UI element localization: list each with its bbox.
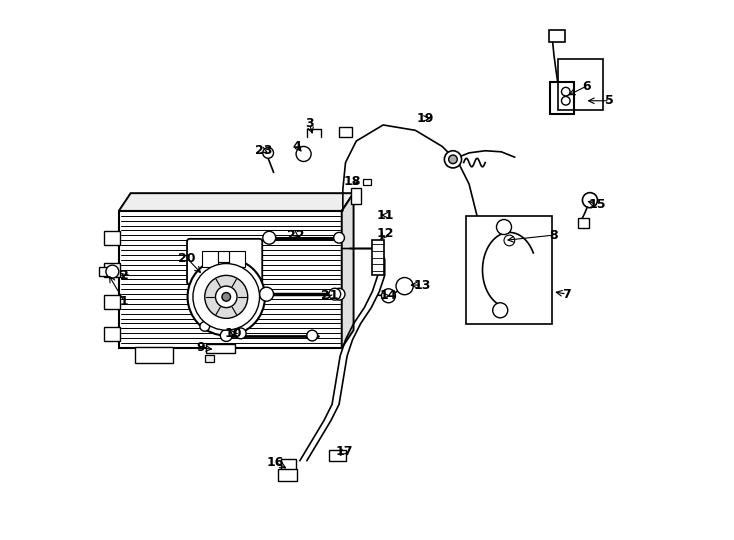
Circle shape <box>106 265 119 278</box>
Circle shape <box>263 231 276 244</box>
Text: 23: 23 <box>255 144 272 157</box>
Circle shape <box>220 329 232 341</box>
Text: 9: 9 <box>196 341 205 354</box>
Polygon shape <box>119 193 354 211</box>
Bar <box>278 469 297 481</box>
Text: 17: 17 <box>335 445 352 458</box>
Bar <box>103 263 120 277</box>
Text: 21: 21 <box>321 289 338 302</box>
Circle shape <box>562 97 570 105</box>
Bar <box>351 188 360 204</box>
Circle shape <box>205 275 248 319</box>
Bar <box>330 450 346 461</box>
Circle shape <box>329 288 341 300</box>
Circle shape <box>582 193 597 208</box>
Circle shape <box>263 147 274 158</box>
Bar <box>578 218 589 228</box>
Text: 19: 19 <box>416 112 434 125</box>
Text: 8: 8 <box>550 228 559 241</box>
Bar <box>100 267 112 276</box>
Circle shape <box>448 155 457 164</box>
Bar <box>363 179 371 185</box>
FancyBboxPatch shape <box>187 239 262 285</box>
Circle shape <box>444 151 462 168</box>
Bar <box>558 59 603 110</box>
Circle shape <box>222 293 230 301</box>
Text: 22: 22 <box>287 228 305 241</box>
Circle shape <box>236 328 246 339</box>
Bar <box>206 343 236 353</box>
Bar <box>339 127 352 137</box>
Bar <box>202 251 218 267</box>
Circle shape <box>307 330 318 341</box>
Text: 5: 5 <box>606 94 614 107</box>
Circle shape <box>504 235 515 246</box>
Text: 6: 6 <box>582 80 590 93</box>
Circle shape <box>562 87 570 96</box>
Text: 16: 16 <box>267 456 284 469</box>
Circle shape <box>188 258 265 335</box>
Bar <box>548 30 564 42</box>
Text: 20: 20 <box>178 252 196 265</box>
Bar <box>103 327 120 341</box>
Text: 12: 12 <box>377 227 395 240</box>
Bar <box>103 231 120 245</box>
Bar <box>229 251 245 267</box>
Bar <box>281 459 296 470</box>
Bar <box>135 347 172 363</box>
Circle shape <box>193 264 260 330</box>
Circle shape <box>333 288 345 300</box>
Text: 7: 7 <box>562 288 571 301</box>
Circle shape <box>200 322 210 331</box>
Bar <box>205 355 214 362</box>
Circle shape <box>493 303 508 318</box>
Circle shape <box>216 286 237 308</box>
Bar <box>103 295 120 309</box>
Text: 4: 4 <box>293 140 302 153</box>
Circle shape <box>296 146 311 161</box>
Circle shape <box>496 219 512 234</box>
Text: 11: 11 <box>377 208 395 222</box>
Text: 10: 10 <box>225 327 242 340</box>
Bar <box>218 251 229 262</box>
Text: 18: 18 <box>344 175 361 188</box>
Circle shape <box>260 287 274 301</box>
Text: 13: 13 <box>413 279 430 292</box>
Bar <box>372 240 384 275</box>
Text: 1: 1 <box>120 295 128 308</box>
Bar <box>550 82 574 114</box>
Circle shape <box>382 289 396 303</box>
Bar <box>466 217 553 323</box>
Text: 3: 3 <box>305 117 314 130</box>
Text: 2: 2 <box>120 269 128 282</box>
Text: 15: 15 <box>588 198 606 211</box>
Circle shape <box>334 232 344 243</box>
Circle shape <box>396 278 413 295</box>
Bar <box>119 211 342 348</box>
Text: 14: 14 <box>379 289 397 302</box>
Polygon shape <box>342 193 354 348</box>
